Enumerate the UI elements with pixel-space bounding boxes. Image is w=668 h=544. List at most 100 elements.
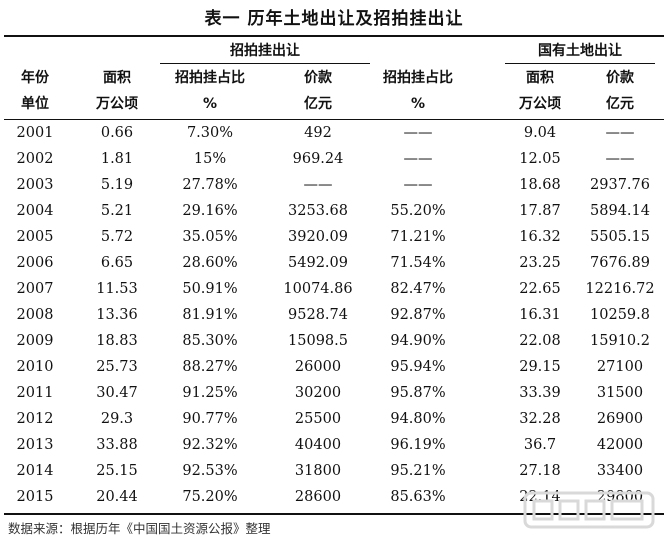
table-cell-year: 2013 [16, 437, 54, 453]
table-cell-auction-share: 81.91% [182, 307, 238, 323]
table-cell-year: 2012 [16, 411, 54, 427]
group-header-auction: 招拍挂出让 [230, 43, 300, 59]
table-cell-state-price: —— [605, 151, 635, 167]
table-cell-year: 2009 [16, 333, 54, 349]
table-cell-area: 6.65 [100, 255, 134, 271]
column-unit-area: 万公顷 [96, 96, 138, 112]
table-cell-state-price: 7676.89 [590, 255, 650, 271]
table-cell-year: 2014 [16, 463, 54, 479]
table-cell-state-area: 36.7 [523, 437, 557, 453]
table-cell-area: 5.19 [100, 177, 134, 193]
table-cell-year: 2004 [16, 203, 54, 219]
table-cell-area: 33.88 [96, 437, 138, 453]
column-unit-state-price: 亿元 [606, 96, 634, 112]
watermark-logo [523, 491, 655, 529]
table-cell-auction-share-2: —— [403, 125, 433, 141]
table-cell-state-area: 12.05 [519, 151, 561, 167]
table-cell-area: 0.66 [100, 125, 134, 141]
table-cell-state-area: 18.68 [519, 177, 561, 193]
table-cell-state-price: —— [605, 125, 635, 141]
table-cell-price: 15098.5 [288, 333, 348, 349]
table-cell-state-price: 5505.15 [590, 229, 650, 245]
table-cell-state-price: 31500 [596, 385, 644, 401]
column-unit-year: 单位 [21, 96, 49, 112]
bottom-rule [4, 513, 664, 515]
table-cell-state-price: 2937.76 [590, 177, 650, 193]
table-cell-area: 20.44 [96, 489, 138, 505]
table-cell-auction-share-2: 94.90% [390, 333, 446, 349]
table-cell-auction-share: 27.78% [182, 177, 238, 193]
table-cell-state-price: 12216.72 [585, 281, 655, 297]
table-cell-price: 31800 [294, 463, 342, 479]
table-cell-area: 13.36 [96, 307, 138, 323]
column-unit-auction-share-2: % [410, 96, 426, 112]
table-cell-auction-share-2: 82.47% [390, 281, 446, 297]
table-cell-state-price: 5894.14 [590, 203, 650, 219]
table-cell-area: 5.72 [100, 229, 134, 245]
table-cell-area: 5.21 [100, 203, 134, 219]
table-cell-state-area: 33.39 [519, 385, 561, 401]
table-cell-year: 2002 [16, 151, 54, 167]
table-cell-auction-share: 15% [193, 151, 227, 167]
group-header-state-land: 国有土地出让 [538, 43, 622, 59]
table-cell-price: —— [303, 177, 333, 193]
table-cell-price: 30200 [294, 385, 342, 401]
column-unit-auction-share: % [202, 96, 218, 112]
table-cell-auction-share: 88.27% [182, 359, 238, 375]
column-header-state-price: 价款 [606, 70, 634, 86]
table-cell-state-price: 26900 [596, 411, 644, 427]
table-cell-auction-share-2: 94.80% [390, 411, 446, 427]
table-cell-state-price: 27100 [596, 359, 644, 375]
top-rule [4, 35, 664, 37]
table-cell-state-price: 42000 [596, 437, 644, 453]
table-cell-auction-share-2: 95.21% [390, 463, 446, 479]
table-cell-auction-share-2: —— [403, 177, 433, 193]
table-cell-auction-share-2: 71.21% [390, 229, 446, 245]
table-cell-auction-share-2: 85.63% [390, 489, 446, 505]
group-underline-state-land [505, 63, 655, 64]
table-cell-auction-share-2: 95.87% [390, 385, 446, 401]
table-cell-year: 2015 [16, 489, 54, 505]
table-cell-auction-share-2: 92.87% [390, 307, 446, 323]
table-cell-auction-share: 7.30% [186, 125, 234, 141]
table-cell-state-price: 33400 [596, 463, 644, 479]
table-cell-price: 10074.86 [283, 281, 353, 297]
table-cell-auction-share: 50.91% [182, 281, 238, 297]
table-cell-price: 25500 [294, 411, 342, 427]
table-cell-state-area: 17.87 [519, 203, 561, 219]
table-cell-auction-share: 90.77% [182, 411, 238, 427]
table-cell-state-area: 22.65 [519, 281, 561, 297]
column-header-auction-share-2: 招拍挂占比 [383, 70, 453, 86]
table-cell-auction-share: 35.05% [182, 229, 238, 245]
column-header-area: 面积 [103, 70, 131, 86]
table-cell-year: 2011 [16, 385, 54, 401]
table-cell-price: 5492.09 [288, 255, 348, 271]
table-cell-year: 2006 [16, 255, 54, 271]
table-cell-auction-share: 29.16% [182, 203, 238, 219]
table-title: 表一 历年土地出让及招拍挂出让 [204, 9, 464, 29]
table-cell-year: 2008 [16, 307, 54, 323]
table-cell-auction-share-2: 96.19% [390, 437, 446, 453]
table-cell-auction-share: 85.30% [182, 333, 238, 349]
table-cell-auction-share: 92.32% [182, 437, 238, 453]
table-cell-area: 25.15 [96, 463, 138, 479]
column-header-auction-share: 招拍挂占比 [175, 70, 245, 86]
table-cell-price: 9528.74 [288, 307, 348, 323]
column-header-price: 价款 [304, 70, 332, 86]
table-cell-area: 11.53 [96, 281, 138, 297]
table-cell-state-area: 32.28 [519, 411, 561, 427]
table-cell-price: 28600 [294, 489, 342, 505]
table-cell-year: 2010 [16, 359, 54, 375]
table-cell-auction-share: 28.60% [182, 255, 238, 271]
table-cell-auction-share: 75.20% [182, 489, 238, 505]
table-cell-area: 25.73 [96, 359, 138, 375]
table-cell-state-area: 16.31 [519, 307, 561, 323]
table-cell-auction-share-2: 71.54% [390, 255, 446, 271]
table-cell-auction-share: 91.25% [182, 385, 238, 401]
table-cell-state-area: 23.25 [519, 255, 561, 271]
table-cell-auction-share-2: —— [403, 151, 433, 167]
column-header-year: 年份 [21, 70, 49, 86]
table-cell-year: 2001 [16, 125, 54, 141]
table-cell-area: 30.47 [96, 385, 138, 401]
table-cell-state-area: 22.08 [519, 333, 561, 349]
